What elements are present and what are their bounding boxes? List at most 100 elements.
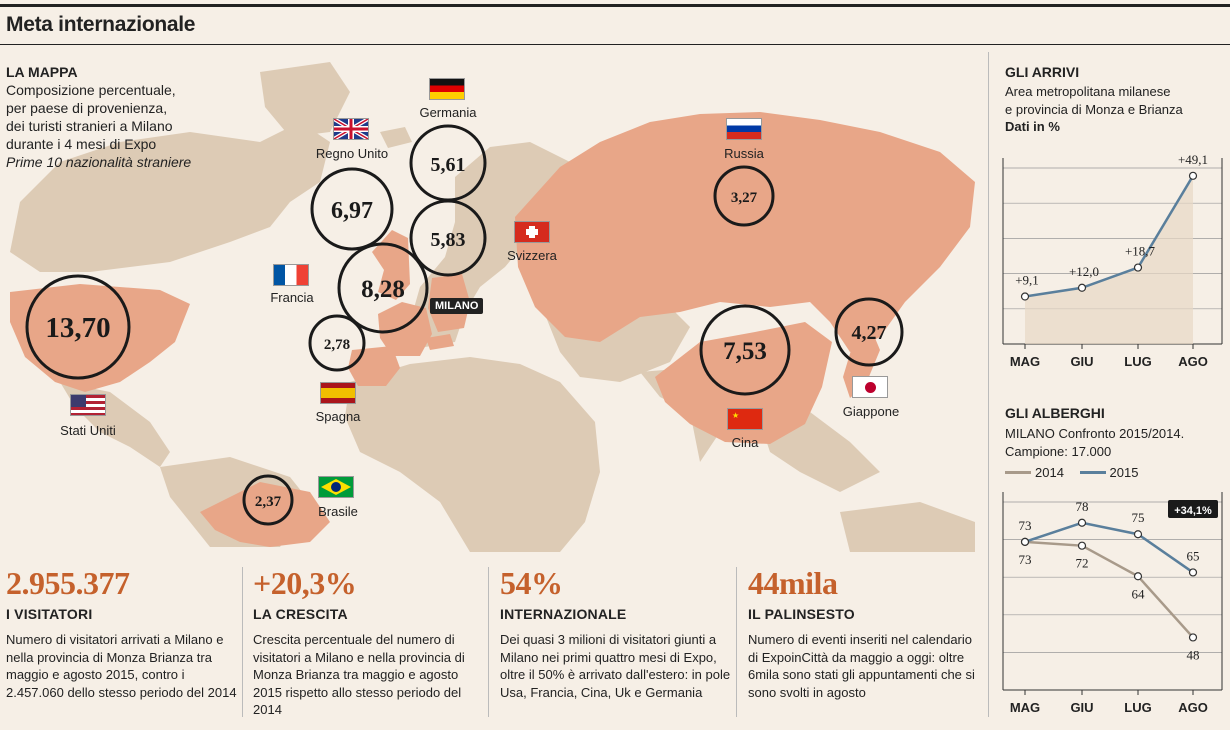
- arrivals-area: [1025, 175, 1193, 344]
- x-tick-label: AGO: [1178, 700, 1208, 715]
- flag-russia-icon: [726, 118, 762, 140]
- value-switzerland: 5,83: [431, 229, 466, 251]
- flag-japan-icon: [852, 376, 888, 398]
- title-rule: [0, 44, 1230, 45]
- stat-schedule-desc: Numero di eventi inseriti nel calendario…: [748, 632, 975, 700]
- hotels-data-label-2014: 48: [1187, 647, 1200, 662]
- value-uk: 6,97: [331, 198, 373, 224]
- milano-label: MILANO: [430, 298, 484, 314]
- map-subtitle: Prime 10 nazionalità straniere: [6, 154, 192, 170]
- arrivals-sub-line-2: e provincia di Monza e Brianza: [1005, 101, 1183, 117]
- world-map: 13,70 6,97 5,61 5,83 8,28 2,78 3,27 7,53…: [10, 62, 975, 552]
- hotels-data-label-2015: 75: [1132, 510, 1145, 525]
- x-tick-label: AGO: [1178, 354, 1208, 369]
- arrivals-point: [1077, 283, 1087, 292]
- land-layer: [10, 62, 975, 552]
- arrivals-subtitle: Area metropolitana milanese e provincia …: [1005, 83, 1225, 136]
- hotels-data-label-2014: 72: [1076, 556, 1089, 571]
- stat-schedule-value: 44mila: [748, 565, 838, 601]
- hotels-line-2015: [1024, 521, 1194, 574]
- stat-separator: [242, 567, 243, 717]
- stat-visitors: 2.955.377 I VISITATORI Numero di visitat…: [6, 565, 238, 701]
- hotels-data-label-2015: 73: [1019, 518, 1032, 533]
- bubble-uk: [310, 167, 394, 251]
- flag-spain-icon: [320, 382, 356, 404]
- flag-brazil-icon: [318, 476, 354, 498]
- arrivals-data-label: +12,0: [1069, 264, 1099, 279]
- arrivals-point: [1133, 263, 1143, 272]
- arrivals-line: [1024, 175, 1195, 298]
- map-description: LA MAPPA Composizione percentuale, per p…: [6, 63, 216, 171]
- arrivals-sub-line-1: Area metropolitana milanese: [1005, 84, 1171, 99]
- map-line-4: durante i 4 mesi di Expo: [6, 136, 157, 152]
- hotels-point-2014: [1133, 572, 1143, 581]
- bubble-brazil: [242, 474, 294, 526]
- country-label-germany: Germania: [419, 105, 477, 120]
- map-line-2: per paese di provenienza,: [6, 100, 168, 116]
- stat-growth: +20,3% LA CRESCITA Crescita percentuale …: [253, 565, 485, 719]
- x-tick-label: MAG: [1010, 354, 1040, 369]
- hotels-data-label-2015: 65: [1187, 548, 1200, 563]
- stat-growth-desc: Crescita percentuale del numero di visit…: [253, 632, 465, 717]
- hotels-sub-line-1: MILANO Confronto 2015/2014.: [1005, 426, 1185, 441]
- x-tick-label: GIU: [1070, 354, 1093, 369]
- value-russia: 3,27: [731, 190, 758, 206]
- map-line-3: dei turisti stranieri a Milano: [6, 118, 173, 134]
- usa-shape: [10, 284, 190, 392]
- arrivals-data-label: +18,7: [1125, 244, 1156, 259]
- x-tick-label: MAG: [1010, 700, 1040, 715]
- flag-germany-icon: [429, 78, 465, 100]
- flag-usa-icon: [70, 394, 106, 416]
- stat-international-desc: Dei quasi 3 milioni di visitatori giunti…: [500, 632, 731, 700]
- bubble-switzerland: [409, 199, 487, 277]
- stat-separator: [488, 567, 489, 717]
- stat-schedule: 44mila IL PALINSESTO Numero di eventi in…: [748, 565, 980, 701]
- country-label-spain: Spagna: [315, 409, 361, 424]
- legend-2015: 2015: [1079, 465, 1138, 480]
- arrivals-unit-note: Dati in %: [1005, 119, 1060, 134]
- country-label-brazil: Brasile: [318, 504, 358, 519]
- arrivals-point: [1020, 292, 1030, 301]
- country-label-japan: Giappone: [842, 404, 900, 419]
- stat-separator: [736, 567, 737, 717]
- hotels-data-label-2014: 64: [1132, 586, 1146, 601]
- arrivals-data-label: +49,1: [1178, 152, 1208, 167]
- hotels-point-2014: [1077, 541, 1087, 550]
- x-tick-label: GIU: [1070, 700, 1093, 715]
- hotels-point-2015: [1133, 530, 1143, 539]
- country-label-usa: Stati Uniti: [60, 423, 116, 438]
- hotels-subtitle: MILANO Confronto 2015/2014. Campione: 17…: [1005, 425, 1225, 460]
- russia-shape: [515, 112, 975, 352]
- value-china: 7,53: [723, 338, 767, 365]
- hotels-point-2015: [1020, 537, 1030, 546]
- value-usa: 13,70: [45, 312, 110, 344]
- stat-international-value: 54%: [500, 565, 563, 601]
- hotels-legend: 2014 2015: [1005, 462, 1150, 480]
- stat-international-heading: INTERNAZIONALE: [500, 606, 627, 622]
- stat-growth-heading: LA CRESCITA: [253, 606, 348, 622]
- hotels-title: GLI ALBERGHI: [1005, 405, 1105, 421]
- country-label-switzerland: Svizzera: [507, 248, 557, 263]
- hotels-badge-bg: [1168, 500, 1218, 518]
- bubbles: [25, 124, 904, 526]
- hotels-data-label-2014: 73: [1019, 552, 1032, 567]
- bubble-france: [337, 242, 429, 334]
- legend-2014: 2014: [1005, 465, 1064, 480]
- stat-schedule-heading: IL PALINSESTO: [748, 606, 855, 622]
- hotels-point-2015: [1188, 568, 1198, 577]
- map-line-1: Composizione percentuale,: [6, 82, 176, 98]
- stat-international: 54% INTERNAZIONALE Dei quasi 3 milioni d…: [500, 565, 732, 701]
- arrivals-title: GLI ARRIVI: [1005, 64, 1080, 80]
- stat-growth-value: +20,3%: [253, 565, 357, 601]
- arrivals-chart: MAG GIU LUG AGO +9,1 +12,0 +18,7 +49,1: [1002, 152, 1223, 369]
- panel-separator: [988, 52, 989, 717]
- brazil-shape: [200, 482, 330, 547]
- country-label-uk: Regno Unito: [315, 146, 389, 161]
- value-brazil: 2,37: [255, 494, 282, 510]
- hotels-chart: MAG GIU LUG AGO 73 72 64 48 73 78 75 65 +34,1%: [1002, 492, 1223, 715]
- arrivals-point: [1188, 171, 1198, 180]
- highlight-layer: [10, 112, 975, 547]
- switzerland-shape: [426, 334, 454, 350]
- bubble-spain: [308, 314, 366, 372]
- value-spain: 2,78: [324, 337, 350, 353]
